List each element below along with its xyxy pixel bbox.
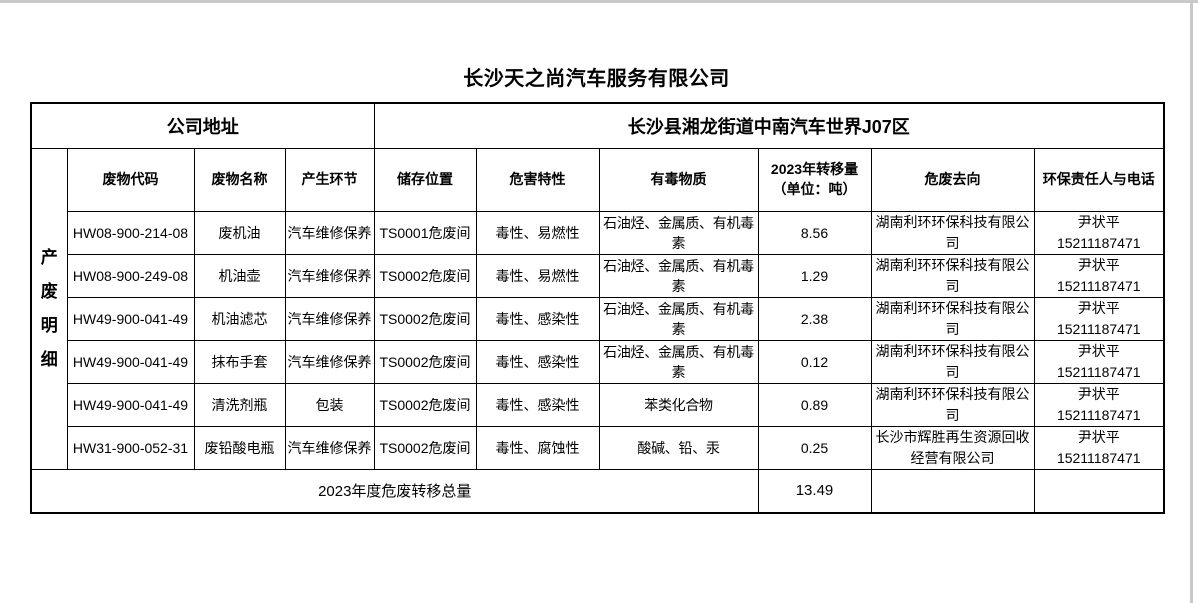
column-header-transfer-line1: 2023年转移量 — [770, 160, 859, 177]
cell-waste-code: HW31-900-052-31 — [66, 425, 195, 470]
cell-toxic: 苯类化合物 — [598, 382, 759, 427]
cell-waste-name: 机油滤芯 — [193, 296, 286, 341]
column-header-transfer-line2: （单位：吨） — [772, 180, 857, 197]
cell-stage: 汽车维修保养 — [284, 425, 375, 470]
table-row-total: 2023年度危废转移总量 13.49 — [30, 468, 1165, 514]
cell-waste-name: 废铅酸电瓶 — [193, 425, 286, 470]
cell-destination: 湖南利环环保科技有限公司 — [870, 296, 1035, 341]
contact-name: 尹状平 — [1077, 213, 1120, 230]
contact-phone: 15211187471 — [1056, 406, 1141, 423]
contact-name: 尹状平 — [1077, 385, 1120, 402]
cell-waste-code: HW08-900-214-08 — [66, 210, 195, 255]
page-top-edge — [0, 0, 1198, 3]
page-title: 长沙天之尚汽车服务有限公司 — [463, 68, 730, 90]
cell-contact: 尹状平 15211187471 — [1033, 253, 1165, 298]
cell-storage: TS0002危废间 — [373, 339, 477, 384]
cell-hazard: 毒性、腐蚀性 — [475, 425, 600, 470]
total-label: 2023年度危废转移总量 — [30, 468, 759, 514]
table-row-header: 产废明细 废物代码 废物名称 产生环节 储存位置 危害特性 有毒物质 2023年… — [30, 147, 1165, 470]
cell-amount: 0.12 — [757, 339, 872, 384]
table-row: HW49-900-041-49 清洗剂瓶 包装 TS0002危废间 毒性、感染性… — [31, 382, 1165, 427]
cell-waste-code: HW49-900-041-49 — [66, 339, 195, 384]
cell-storage: TS0002危废间 — [373, 425, 477, 470]
company-address-label: 公司地址 — [30, 102, 375, 149]
cell-toxic: 石油烃、金属质、有机毒素 — [598, 339, 759, 384]
cell-contact: 尹状平 15211187471 — [1033, 296, 1165, 341]
cell-contact: 尹状平 15211187471 — [1033, 210, 1165, 255]
cell-destination: 湖南利环环保科技有限公司 — [870, 253, 1035, 298]
column-header-stage: 产生环节 — [284, 147, 375, 212]
table-row: HW08-900-249-08 机油壶 汽车维修保养 TS0002危废间 毒性、… — [31, 253, 1165, 298]
column-header-name: 废物名称 — [193, 147, 286, 212]
page-right-edge — [1190, 0, 1193, 603]
company-address-value: 长沙县湘龙街道中南汽车世界J07区 — [373, 102, 1165, 149]
contact-name: 尹状平 — [1077, 256, 1120, 273]
cell-storage: TS0002危废间 — [373, 382, 477, 427]
table-row: HW08-900-214-08 废机油 汽车维修保养 TS0001危废间 毒性、… — [31, 210, 1165, 255]
cell-hazard: 毒性、感染性 — [475, 296, 600, 341]
cell-amount: 1.29 — [757, 253, 872, 298]
contact-phone: 15211187471 — [1056, 363, 1141, 380]
cell-destination: 湖南利环环保科技有限公司 — [870, 210, 1035, 255]
cell-toxic: 酸碱、铅、汞 — [598, 425, 759, 470]
contact-name: 尹状平 — [1077, 342, 1120, 359]
contact-phone: 15211187471 — [1056, 234, 1141, 251]
column-header-code: 废物代码 — [66, 147, 195, 212]
column-header-hazard: 危害特性 — [475, 147, 600, 212]
cell-toxic: 石油烃、金属质、有机毒素 — [598, 253, 759, 298]
cell-toxic: 石油烃、金属质、有机毒素 — [598, 210, 759, 255]
cell-waste-name: 清洗剂瓶 — [193, 382, 286, 427]
column-header-destination: 危废去向 — [870, 147, 1035, 212]
cell-destination-empty — [870, 468, 1035, 514]
contact-name: 尹状平 — [1077, 299, 1120, 316]
cell-waste-name: 机油壶 — [193, 253, 286, 298]
column-header-toxic: 有毒物质 — [598, 147, 759, 212]
cell-stage: 汽车维修保养 — [284, 253, 375, 298]
cell-storage: TS0002危废间 — [373, 253, 477, 298]
cell-contact: 尹状平 15211187471 — [1033, 425, 1165, 470]
cell-amount: 2.38 — [757, 296, 872, 341]
column-header-contact: 环保责任人与电话 — [1033, 147, 1165, 212]
cell-storage: TS0002危废间 — [373, 296, 477, 341]
waste-section-label-text: 产废明细 — [40, 247, 58, 369]
contact-phone: 15211187471 — [1056, 449, 1141, 466]
cell-stage: 汽车维修保养 — [284, 296, 375, 341]
cell-storage: TS0001危废间 — [373, 210, 477, 255]
cell-destination: 湖南利环环保科技有限公司 — [870, 339, 1035, 384]
cell-waste-name: 废机油 — [193, 210, 286, 255]
cell-contact-empty — [1033, 468, 1165, 514]
table-row: HW49-900-041-49 抹布手套 汽车维修保养 TS0002危废间 毒性… — [31, 339, 1165, 384]
cell-waste-code: HW08-900-249-08 — [66, 253, 195, 298]
cell-stage: 汽车维修保养 — [284, 210, 375, 255]
contact-name: 尹状平 — [1077, 428, 1120, 445]
waste-section-label: 产废明细 — [30, 147, 68, 470]
cell-stage: 包装 — [284, 382, 375, 427]
table-row: HW31-900-052-31 废铅酸电瓶 汽车维修保养 TS0002危废间 毒… — [31, 425, 1165, 470]
table-row: HW49-900-041-49 机油滤芯 汽车维修保养 TS0002危废间 毒性… — [31, 296, 1165, 341]
cell-contact: 尹状平 15211187471 — [1033, 339, 1165, 384]
cell-toxic: 石油烃、金属质、有机毒素 — [598, 296, 759, 341]
cell-hazard: 毒性、易燃性 — [475, 253, 600, 298]
cell-hazard: 毒性、感染性 — [475, 382, 600, 427]
cell-amount: 0.89 — [757, 382, 872, 427]
contact-phone: 15211187471 — [1056, 277, 1141, 294]
cell-stage: 汽车维修保养 — [284, 339, 375, 384]
cell-contact: 尹状平 15211187471 — [1033, 382, 1165, 427]
cell-hazard: 毒性、感染性 — [475, 339, 600, 384]
cell-amount: 0.25 — [757, 425, 872, 470]
total-amount: 13.49 — [757, 468, 872, 514]
column-header-storage: 储存位置 — [373, 147, 477, 212]
cell-waste-code: HW49-900-041-49 — [66, 296, 195, 341]
cell-amount: 8.56 — [757, 210, 872, 255]
contact-phone: 15211187471 — [1056, 320, 1141, 337]
cell-waste-code: HW49-900-041-49 — [66, 382, 195, 427]
table-row-address: 公司地址 长沙县湘龙街道中南汽车世界J07区 — [30, 102, 1165, 149]
cell-hazard: 毒性、易燃性 — [475, 210, 600, 255]
column-header-transfer: 2023年转移量 （单位：吨） — [757, 147, 872, 212]
cell-destination: 湖南利环环保科技有限公司 — [870, 382, 1035, 427]
cell-waste-name: 抹布手套 — [193, 339, 286, 384]
cell-destination: 长沙市辉胜再生资源回收经营有限公司 — [870, 425, 1035, 470]
hazardous-waste-table: 公司地址 长沙县湘龙街道中南汽车世界J07区 产废明细 废物代码 废物名称 产生… — [30, 102, 1165, 514]
